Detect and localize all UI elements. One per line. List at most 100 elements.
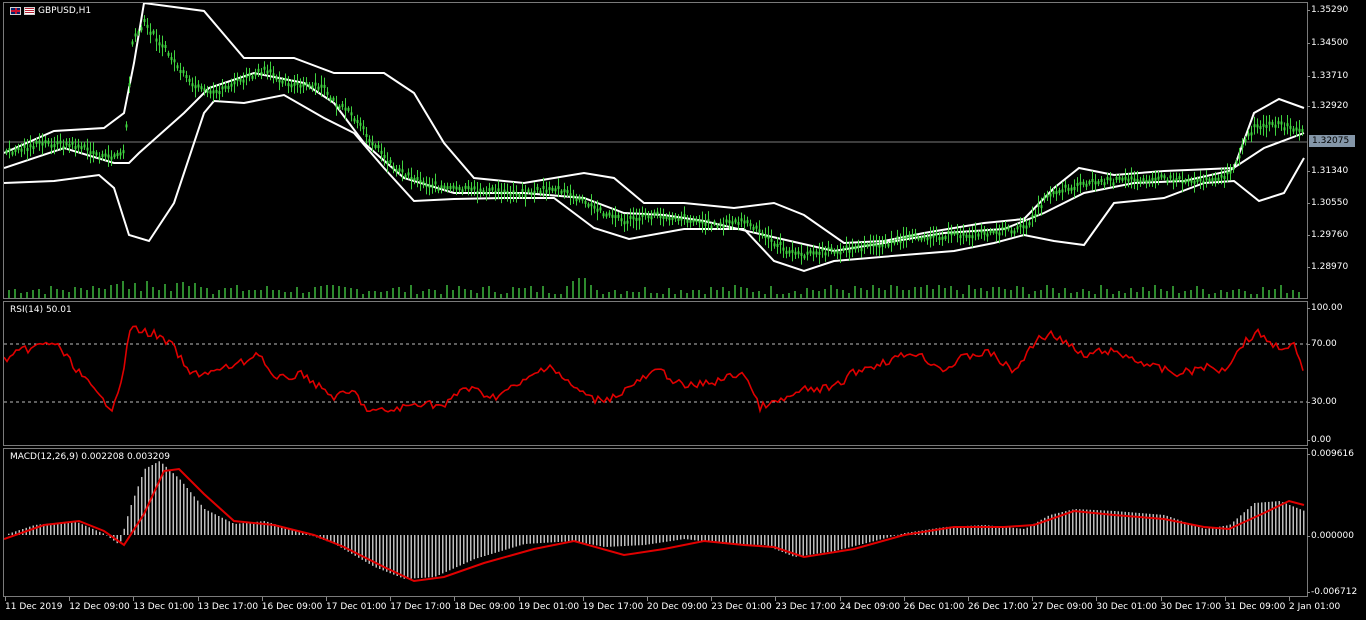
candle-body [602, 213, 605, 217]
volume-bar [842, 290, 844, 298]
candle-body [299, 84, 302, 88]
candle-body [1112, 182, 1115, 186]
candle-body [542, 186, 545, 190]
candle-body [20, 148, 23, 152]
candle-body [167, 52, 170, 56]
candle-body [239, 78, 242, 82]
macd-histogram-bar [477, 535, 479, 559]
candle-body [971, 235, 974, 239]
macd-histogram-bar [963, 526, 965, 535]
macd-histogram-bar [946, 526, 948, 535]
candle-body [320, 84, 323, 88]
macd-histogram-bar [620, 535, 622, 547]
candle-body [5, 150, 8, 154]
volume-bar [266, 286, 268, 298]
macd-histogram-bar [603, 535, 605, 547]
macd-histogram-bar [375, 535, 377, 568]
macd-histogram-bar [1051, 514, 1053, 535]
candle-body [488, 188, 491, 192]
macd-histogram-bar [1208, 528, 1210, 535]
candle-body [776, 243, 779, 247]
macd-histogram-bar [760, 535, 762, 545]
candle-body [485, 192, 488, 196]
rsi-tick: 100.00 [1307, 303, 1343, 313]
macd-histogram-bar [869, 535, 871, 543]
macd-histogram-bar [1089, 509, 1091, 535]
candle-body [923, 235, 926, 239]
volume-bar [164, 284, 166, 298]
candle-body [1121, 177, 1124, 181]
candle-body [941, 236, 944, 240]
candle-body [779, 241, 782, 245]
candle-body [356, 120, 359, 124]
macd-histogram-bar [361, 535, 363, 560]
rsi-pane[interactable]: RSI(14) 50.01 [3, 301, 1308, 446]
candle-body [1208, 178, 1211, 182]
volume-bar [386, 291, 388, 298]
candle-body [644, 212, 647, 216]
volume-bar [1292, 290, 1294, 298]
candle-body [650, 216, 653, 220]
candle-body [560, 190, 563, 194]
macd-histogram-bar [533, 535, 535, 544]
candle-body [1226, 171, 1229, 175]
candle-body [200, 86, 203, 90]
macd-histogram-bar [589, 535, 591, 544]
price-axis[interactable]: 1.35290 1.34500 1.33710 1.32920 1.31340 … [1306, 0, 1366, 620]
price-tick: 1.35290 [1306, 5, 1349, 15]
macd-histogram-bar [729, 535, 731, 545]
macd-histogram-bar [354, 535, 356, 556]
macd-histogram-bar [309, 534, 311, 536]
candle-body [314, 82, 317, 86]
volume-bar [524, 288, 526, 298]
candle-body [1085, 183, 1088, 187]
price-chart-pane[interactable]: GBPUSD,H1 [3, 2, 1308, 299]
candle-body [578, 197, 581, 201]
macd-pane[interactable]: MACD(12,26,9) 0.002208 0.003209 [3, 448, 1308, 597]
candle-body [800, 252, 803, 256]
candle-body [1067, 187, 1070, 191]
macd-histogram-bar [1005, 527, 1007, 535]
volume-bar [536, 292, 538, 298]
candle-body [1178, 176, 1181, 180]
macd-histogram-bar [683, 535, 685, 540]
candle-body [17, 147, 20, 151]
candle-body [134, 33, 137, 37]
time-axis[interactable]: 11 Dec 2019 12 Dec 09:00 13 Dec 01:00 13 De… [3, 597, 1340, 620]
macd-histogram-bar [1142, 513, 1144, 535]
volume-bar [1280, 285, 1282, 298]
macd-histogram-bar [225, 519, 227, 535]
macd-histogram-bar [613, 535, 615, 547]
candle-body [1127, 178, 1130, 182]
macd-histogram-bar [165, 466, 167, 535]
macd-histogram-bar [137, 486, 139, 535]
candle-body [548, 187, 551, 191]
macd-histogram-bar [1166, 515, 1168, 535]
us-flag-icon [24, 6, 35, 15]
candle-body [1055, 191, 1058, 195]
macd-histogram-bar [876, 535, 878, 541]
candle-body [659, 214, 662, 218]
macd-histogram-bar [1131, 512, 1133, 535]
candle-body [1064, 184, 1067, 188]
macd-histogram-bar [568, 535, 570, 542]
candle-body [1106, 177, 1109, 181]
candle-body [617, 214, 620, 218]
time-tick: 13 Dec 01:00 [133, 597, 194, 612]
volume-bar [212, 294, 214, 298]
volume-bar [926, 285, 928, 298]
macd-histogram-bar [424, 535, 426, 578]
volume-bar [314, 287, 316, 298]
candle-body [500, 191, 503, 195]
macd-histogram-bar [466, 535, 468, 563]
candle-body [317, 86, 320, 90]
candle-body [743, 220, 746, 224]
macd-histogram-bar [1303, 510, 1305, 535]
candle-body [521, 188, 524, 192]
macd-histogram-bar [816, 535, 818, 554]
macd-histogram-bar [701, 535, 703, 542]
volume-bar [50, 286, 52, 298]
volume-bar [746, 288, 748, 298]
macd-histogram-bar [141, 477, 143, 535]
macd-histogram-bar [666, 535, 668, 542]
